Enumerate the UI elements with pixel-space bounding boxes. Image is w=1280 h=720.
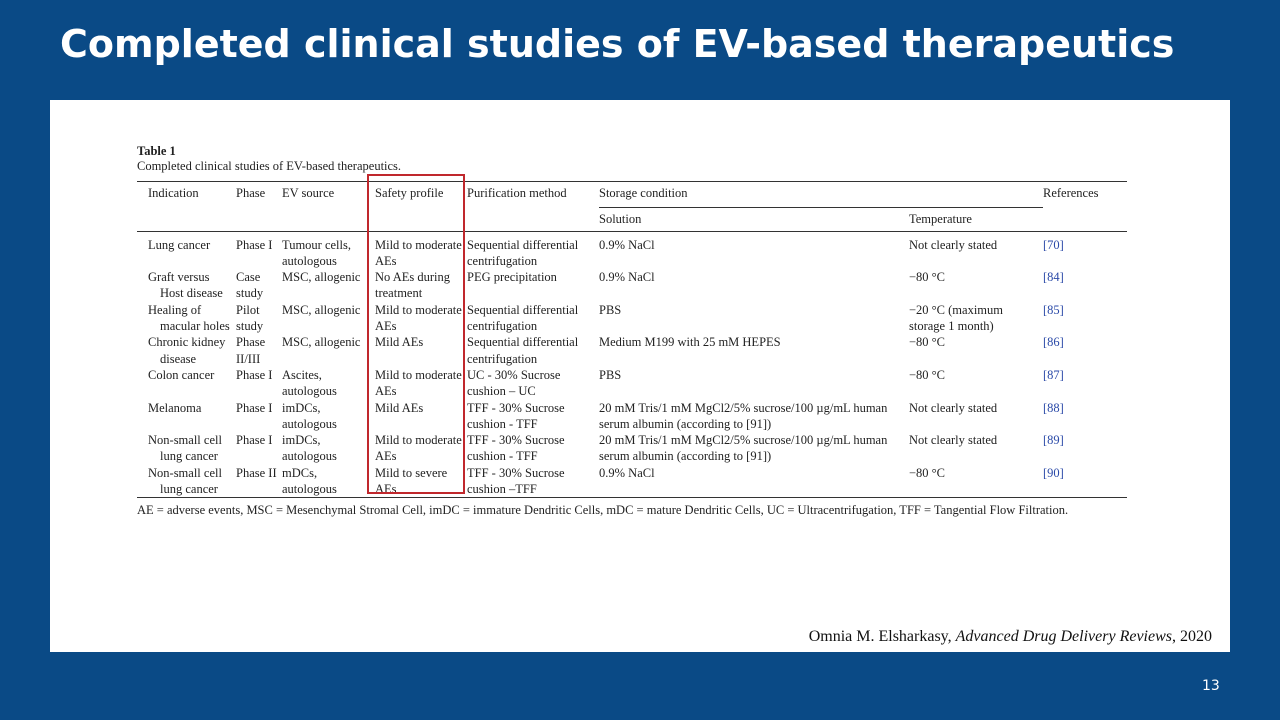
citation-year: , 2020: [1172, 628, 1212, 645]
citation-author: Omnia M. Elsharkasy,: [808, 628, 956, 645]
row-temperature: Not clearly stated: [909, 237, 998, 252]
row-solution: 0.9% NaCl: [599, 237, 655, 252]
row-purification: Sequential differential centrifugation: [467, 335, 579, 366]
row-temperature: −80 °C: [909, 270, 946, 285]
table-bottom-rule: [137, 497, 1127, 499]
row-solution: PBS: [599, 302, 622, 317]
row-solution: 20 mM Tris/1 mM MgCl2/5% sucrose/100 µg/…: [599, 433, 888, 464]
row-phase: Phase II/III: [236, 335, 266, 366]
row-purification: Sequential differential centrifugation: [467, 237, 579, 268]
row-safety-profile: No AEs during treatment: [375, 270, 450, 301]
row-indication: Healing of macular holes: [148, 302, 230, 334]
row-phase: Case study: [236, 270, 264, 301]
header-safety-profile: Safety profile: [375, 186, 444, 200]
header-purification: Purification method: [467, 186, 567, 200]
row-phase: Phase I: [236, 367, 273, 382]
row-ev-source: MSC, allogenic: [282, 270, 361, 285]
row-temperature: Not clearly stated: [909, 433, 998, 448]
citation: Omnia M. Elsharkasy, Advanced Drug Deliv…: [809, 628, 1212, 646]
row-safety-profile: Mild AEs: [375, 335, 424, 350]
header-temperature: Temperature: [909, 212, 972, 227]
header-phase: Phase: [236, 186, 266, 200]
row-reference[interactable]: [70]: [1043, 237, 1064, 252]
row-reference[interactable]: [85]: [1043, 302, 1064, 317]
row-reference[interactable]: [88]: [1043, 400, 1064, 415]
row-ev-source: Ascites, autologous: [282, 367, 337, 399]
clinical-studies-table: Indication Phase EV source Safety profil…: [137, 181, 1127, 497]
row-temperature: Not clearly stated: [909, 400, 998, 415]
row-reference[interactable]: [86]: [1043, 335, 1064, 350]
row-solution: 20 mM Tris/1 mM MgCl2/5% sucrose/100 µg/…: [599, 400, 888, 431]
row-ev-source: MSC, allogenic: [282, 335, 361, 350]
table-row: Non-small cell lung cancer Phase I imDCs, …: [137, 432, 1127, 465]
row-purification: TFF - 30% Sucrose cushion - TFF: [467, 400, 565, 431]
table-row: Chronic kidney disease Phase II/III MSC, a…: [137, 334, 1127, 367]
row-safety-profile: Mild AEs: [375, 400, 424, 415]
header-storage: Storage condition: [599, 181, 1043, 209]
row-indication: Graft versus Host disease: [148, 270, 223, 301]
row-purification: UC - 30% Sucrose cushion – UC: [467, 367, 561, 399]
row-indication: Lung cancer: [148, 237, 211, 252]
row-phase: Pilot study: [236, 302, 264, 334]
row-safety-profile: Mild to moderate AEs: [375, 302, 462, 334]
table-row: Melanoma Phase I imDCs, autologous Mild AEs…: [137, 400, 1127, 433]
row-temperature: −20 °C (maximum storage 1 month): [909, 302, 1003, 334]
row-phase: Phase I: [236, 237, 273, 252]
header-ev-source: EV source: [282, 186, 335, 200]
row-indication: Chronic kidney disease: [148, 335, 226, 366]
row-purification: PEG precipitation: [467, 270, 557, 285]
row-phase: Phase I: [236, 400, 273, 415]
row-ev-source: mDCs, autologous: [282, 465, 337, 497]
row-temperature: −80 °C: [909, 335, 946, 350]
row-purification: Sequential differential centrifugation: [467, 302, 579, 334]
row-reference[interactable]: [84]: [1043, 270, 1064, 285]
row-purification: TFF - 30% Sucrose cushion - TFF: [467, 433, 565, 464]
row-indication: Colon cancer: [148, 367, 215, 382]
table-footnote: AE = adverse events, MSC = Mesenchymal S…: [137, 503, 1069, 518]
row-indication: Non-small cell lung cancer: [148, 465, 222, 497]
table-container: Table 1 Completed clinical studies of EV…: [137, 144, 1127, 518]
row-indication: Non-small cell lung cancer: [148, 433, 222, 464]
header-references: References: [1043, 186, 1099, 200]
row-ev-source: Tumour cells, autologous: [282, 237, 351, 268]
row-safety-profile: Mild to moderate AEs: [375, 367, 462, 399]
table-caption: Completed clinical studies of EV-based t…: [137, 159, 402, 173]
row-temperature: −80 °C: [909, 465, 946, 480]
row-reference[interactable]: [90]: [1043, 465, 1064, 480]
row-ev-source: MSC, allogenic: [282, 302, 361, 317]
table-row: Colon cancer Phase I Ascites, autologous Mi…: [137, 367, 1127, 400]
row-solution: PBS: [599, 367, 622, 382]
page-number: 13: [1202, 678, 1220, 694]
table-row: Healing of macular holes Pilot study MSC, …: [137, 302, 1127, 335]
row-temperature: −80 °C: [909, 367, 946, 382]
table-image-panel: Table 1 Completed clinical studies of EV…: [50, 100, 1230, 652]
table-row: Graft versus Host disease Case study MSC, …: [137, 269, 1127, 302]
citation-journal: Advanced Drug Delivery Reviews: [955, 628, 1172, 645]
row-solution: 0.9% NaCl: [599, 465, 655, 480]
header-solution: Solution: [599, 212, 642, 227]
row-reference[interactable]: [89]: [1043, 433, 1064, 448]
row-solution: Medium M199 with 25 mM HEPES: [599, 335, 781, 350]
row-ev-source: imDCs, autologous: [282, 433, 337, 464]
table-body: Lung cancer Phase I Tumour cells, autologo…: [137, 231, 1127, 497]
row-safety-profile: Mild to moderate AEs: [375, 433, 462, 464]
table-label: Table 1: [137, 144, 176, 158]
safety-profile-highlight-box: [367, 173, 465, 495]
row-phase: Phase II: [236, 465, 277, 480]
table-row: Non-small cell lung cancer Phase II mDCs, …: [137, 465, 1127, 498]
row-phase: Phase I: [236, 433, 273, 448]
row-solution: 0.9% NaCl: [599, 270, 655, 285]
row-purification: TFF - 30% Sucrose cushion –TFF: [467, 465, 565, 497]
header-indication: Indication: [148, 186, 199, 200]
row-safety-profile: Mild to moderate AEs: [375, 237, 462, 268]
row-ev-source: imDCs, autologous: [282, 400, 337, 431]
row-indication: Melanoma: [148, 400, 202, 415]
table-row: Lung cancer Phase I Tumour cells, autologo…: [137, 231, 1127, 269]
slide-title: Completed clinical studies of EV-based t…: [60, 22, 1175, 66]
row-reference[interactable]: [87]: [1043, 367, 1064, 382]
